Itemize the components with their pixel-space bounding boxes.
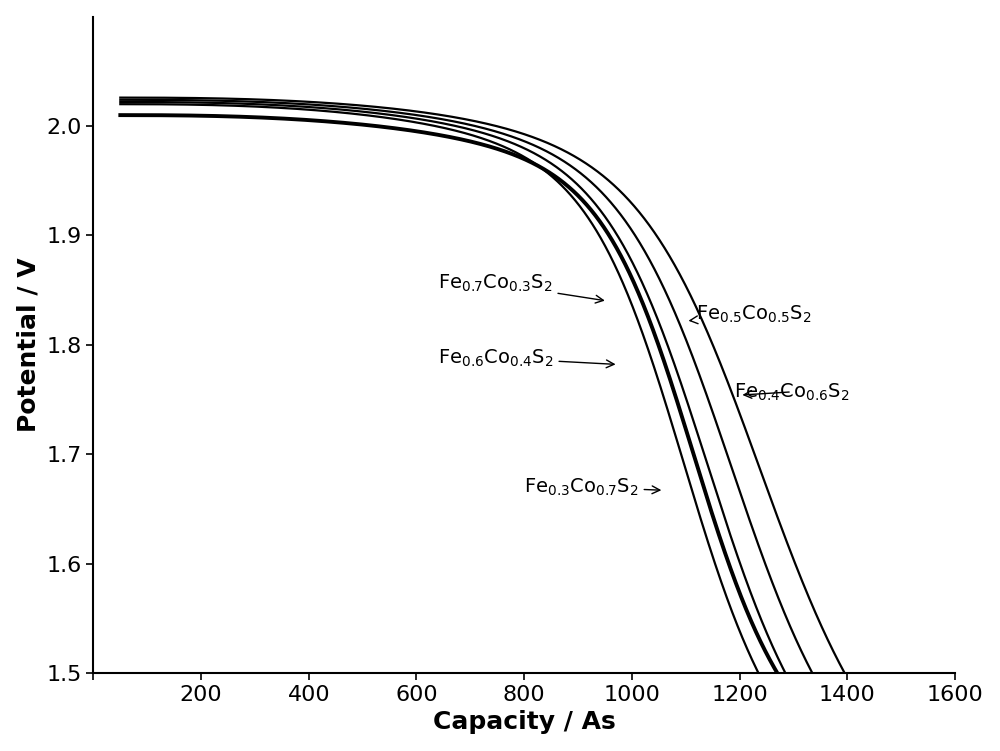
Text: Fe$_{0.3}$Co$_{0.7}$S$_{2}$: Fe$_{0.3}$Co$_{0.7}$S$_{2}$ (524, 476, 660, 498)
Text: Fe$_{0.4}$Co$_{0.6}$S$_{2}$: Fe$_{0.4}$Co$_{0.6}$S$_{2}$ (734, 382, 850, 403)
Text: Fe$_{0.6}$Co$_{0.4}$S$_{2}$: Fe$_{0.6}$Co$_{0.4}$S$_{2}$ (438, 347, 614, 369)
Y-axis label: Potential / V: Potential / V (17, 258, 41, 432)
Text: Fe$_{0.7}$Co$_{0.3}$S$_{2}$: Fe$_{0.7}$Co$_{0.3}$S$_{2}$ (438, 273, 603, 303)
Text: Fe$_{0.5}$Co$_{0.5}$S$_{2}$: Fe$_{0.5}$Co$_{0.5}$S$_{2}$ (690, 303, 812, 325)
X-axis label: Capacity / As: Capacity / As (433, 710, 616, 734)
